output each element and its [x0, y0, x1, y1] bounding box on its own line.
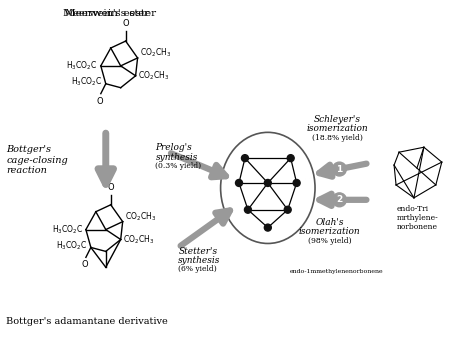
Circle shape [293, 179, 300, 186]
Circle shape [236, 179, 243, 186]
Circle shape [287, 155, 294, 162]
Text: Stetter's: Stetter's [178, 247, 218, 256]
Circle shape [241, 155, 248, 162]
Circle shape [264, 179, 271, 186]
Text: H$_3$CO$_2$C: H$_3$CO$_2$C [72, 76, 103, 88]
Text: H$_3$CO$_2$C: H$_3$CO$_2$C [66, 60, 98, 72]
Circle shape [245, 206, 251, 213]
Text: Bottger's
cage-closing
reaction: Bottger's cage-closing reaction [6, 145, 68, 175]
Text: Bottger's adamantane derivative: Bottger's adamantane derivative [6, 317, 168, 326]
Text: O: O [108, 183, 114, 192]
Text: Schleyer's: Schleyer's [314, 115, 361, 125]
Text: H$_3$CO$_2$C: H$_3$CO$_2$C [56, 239, 88, 252]
Text: CO$_2$CH$_3$: CO$_2$CH$_3$ [125, 210, 156, 223]
Text: (98% yield): (98% yield) [308, 237, 351, 245]
Text: 2: 2 [336, 195, 343, 204]
Text: CO$_2$CH$_3$: CO$_2$CH$_3$ [137, 70, 169, 82]
Circle shape [264, 224, 271, 231]
Text: Olah's: Olah's [315, 218, 344, 227]
Text: CO$_2$CH$_3$: CO$_2$CH$_3$ [139, 47, 171, 59]
Text: (18.8% yield): (18.8% yield) [312, 134, 363, 142]
Text: 1: 1 [336, 164, 343, 174]
Text: (0.3% yield): (0.3% yield) [155, 162, 201, 170]
Circle shape [332, 193, 346, 207]
Text: H$_3$CO$_2$C: H$_3$CO$_2$C [52, 223, 83, 236]
Text: synthesis: synthesis [178, 256, 221, 265]
Text: O: O [97, 97, 103, 106]
Text: endo-1mmethylenenorbonene: endo-1mmethylenenorbonene [290, 269, 383, 274]
Text: Prelog's: Prelog's [155, 143, 192, 152]
Text: Meerwein's ester: Meerwein's ester [63, 9, 149, 18]
Text: isomerization: isomerization [299, 227, 360, 235]
Text: synthesis: synthesis [155, 153, 198, 162]
Text: isomerization: isomerization [307, 124, 368, 133]
Text: (6% yield): (6% yield) [178, 265, 217, 273]
Text: O: O [122, 19, 129, 28]
Circle shape [284, 206, 291, 213]
Circle shape [332, 162, 346, 176]
Text: endo-Tri
mrthylene-
norbonene: endo-Tri mrthylene- norbonene [397, 205, 439, 231]
Text: Meerwein's ester: Meerwein's ester [65, 9, 156, 18]
Text: O: O [82, 260, 88, 269]
Text: CO$_2$CH$_3$: CO$_2$CH$_3$ [123, 233, 154, 246]
